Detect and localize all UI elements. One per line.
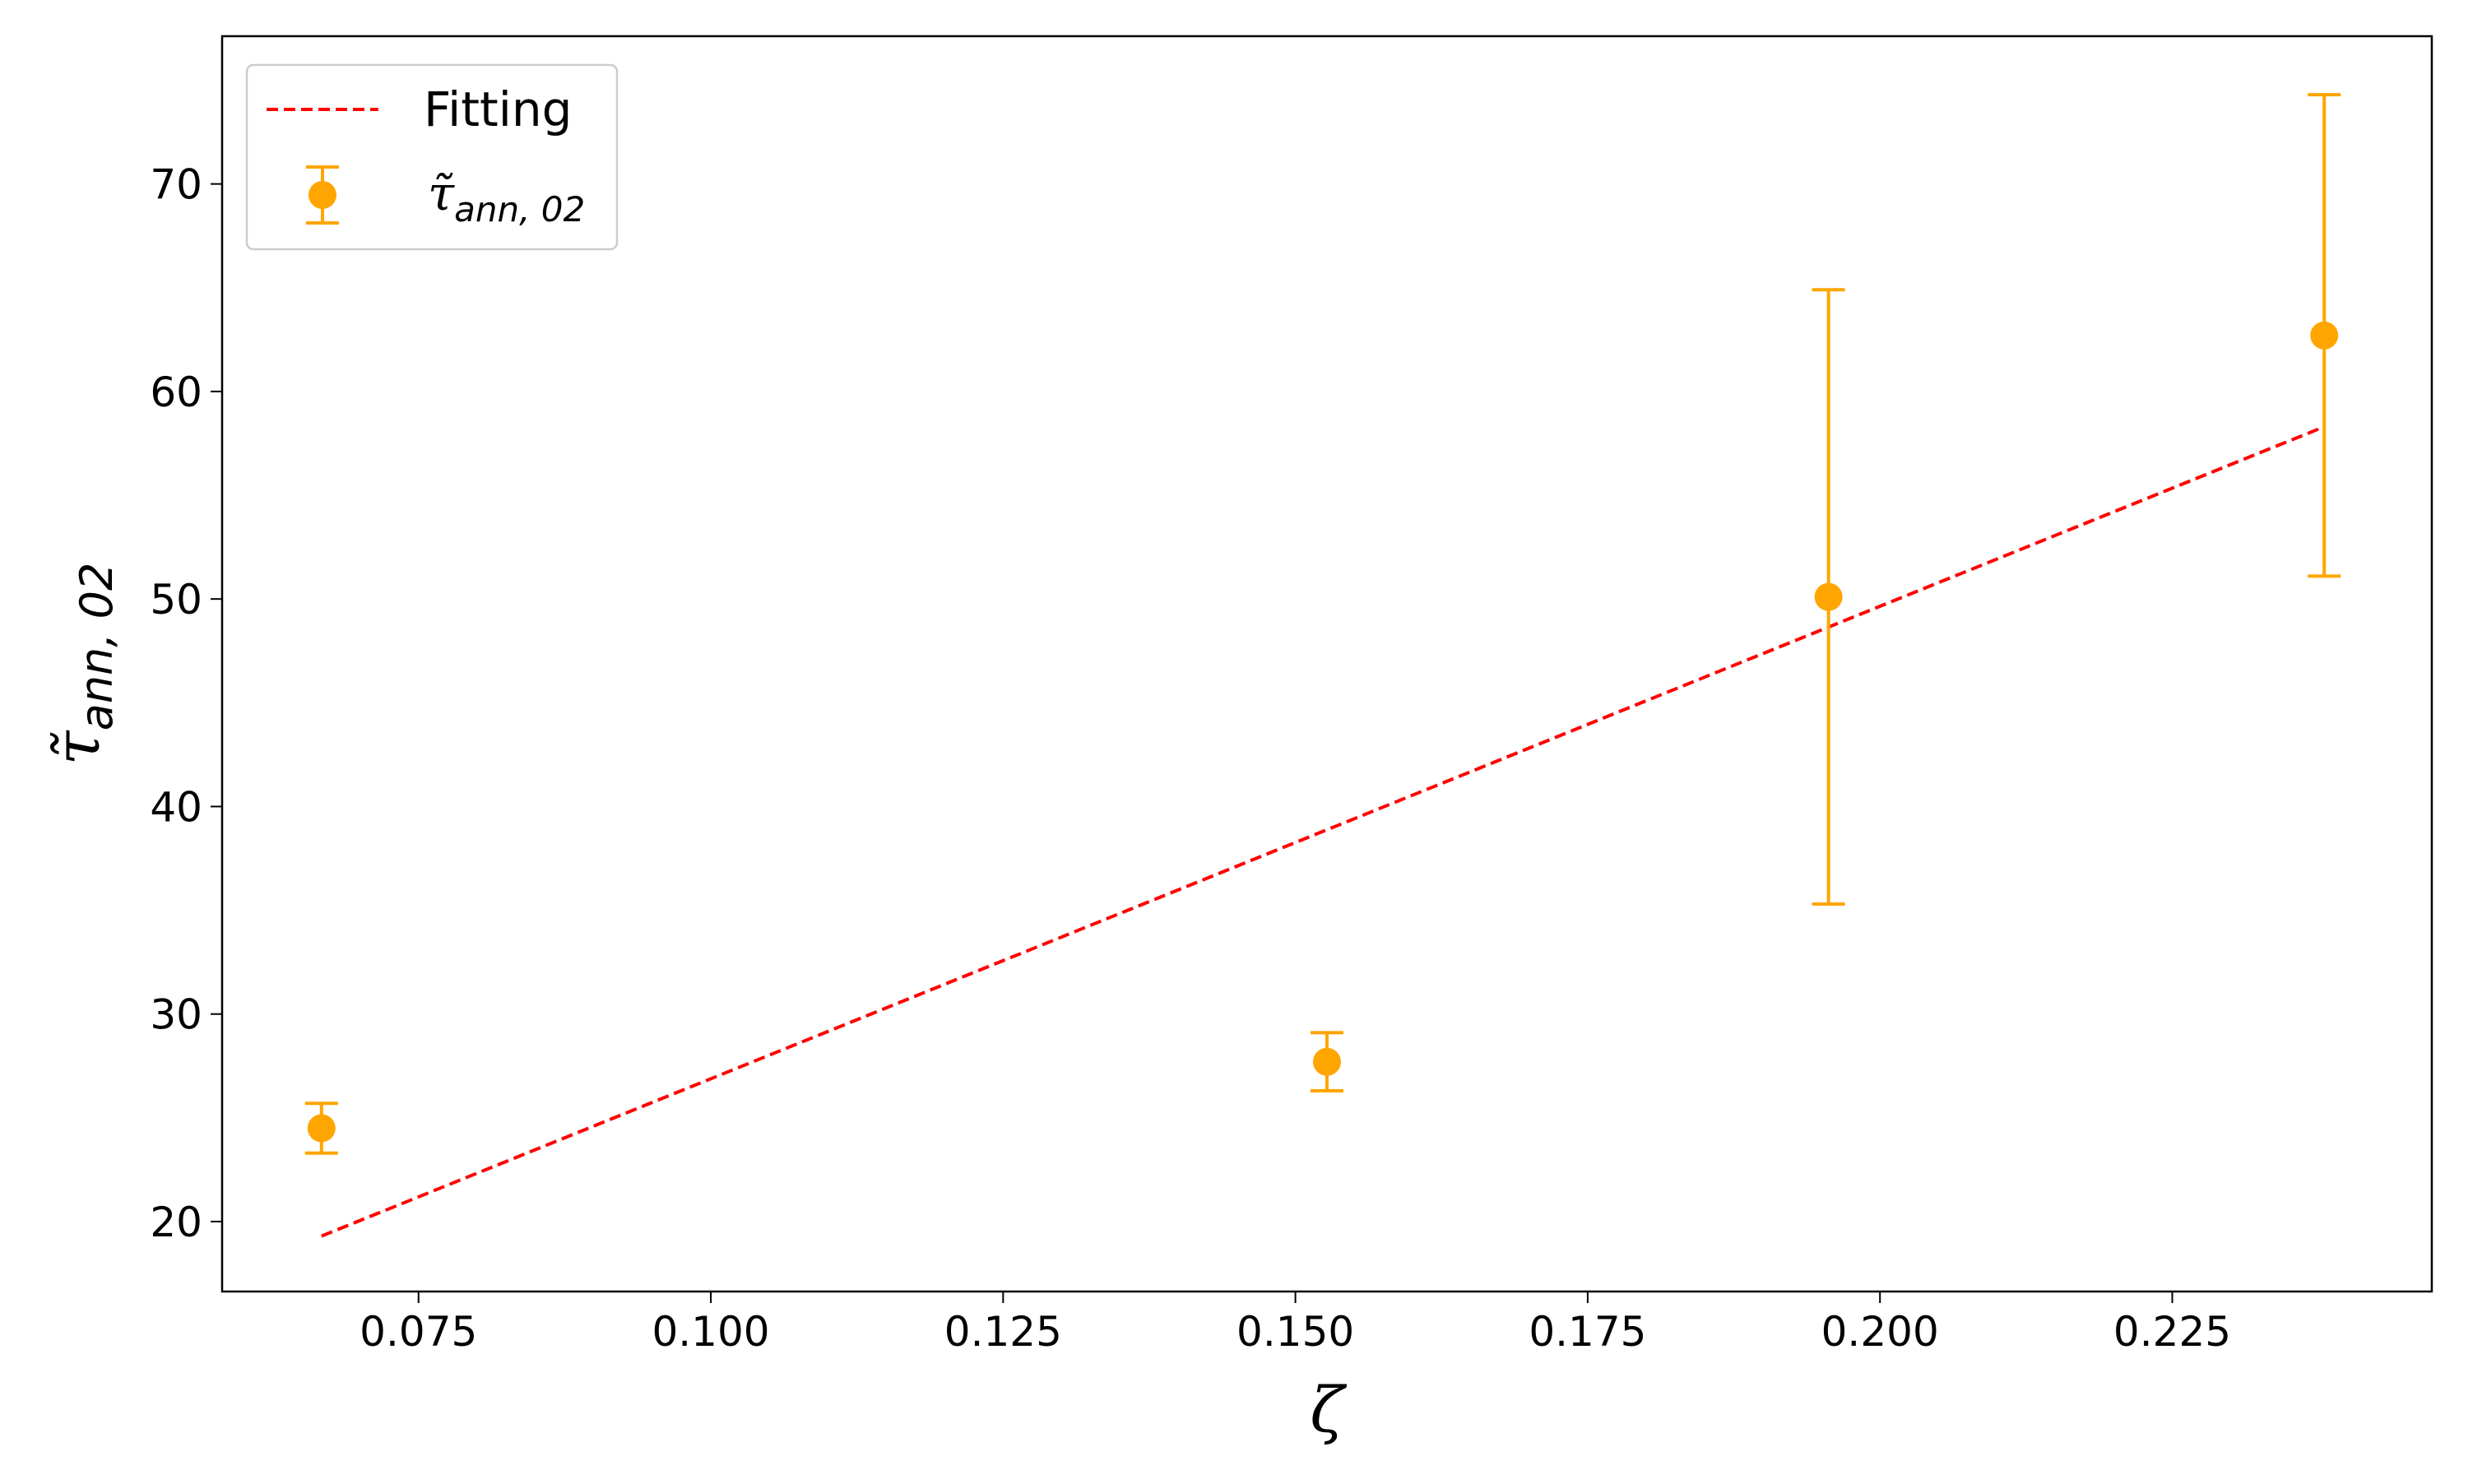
x-tick-label: 0.100 [652,1308,769,1356]
y-axis-label-sub: ann, 02 [71,563,123,731]
y-tick-label: 40 [150,783,202,831]
plot-frame [220,35,2433,1293]
point [307,1114,336,1143]
legend-label-main: τ̃ [428,165,455,221]
y-tick-label: 70 [150,161,202,209]
legend-label: τ̃ann, 02 [428,165,585,230]
x-tick-label: 0.175 [1529,1308,1646,1356]
point [2310,321,2339,350]
fit-line [321,424,2326,1238]
point [1313,1047,1341,1076]
x-tick-label: 0.125 [944,1308,1062,1356]
legend-label: Fitting [424,81,572,137]
x-tick-label: 0.225 [2113,1308,2231,1356]
y-tick-label: 60 [150,369,202,416]
x-tick-label: 0.150 [1236,1308,1354,1356]
legend-marker [308,181,336,209]
x-axis-label: ζ [1310,1373,1347,1446]
x-tick-label: 0.200 [1821,1308,1939,1356]
y-tick-label: 30 [150,991,202,1039]
y-tick-label: 50 [150,576,202,624]
point [1814,582,1843,611]
y-axis-label: τ̃ann, 02 [40,563,123,766]
y-tick-label: 20 [150,1199,202,1246]
legend-label-sub: ann, 02 [454,189,585,230]
y-axis-label-main: τ̃ [40,729,114,765]
x-tick-label: 0.075 [360,1308,477,1356]
